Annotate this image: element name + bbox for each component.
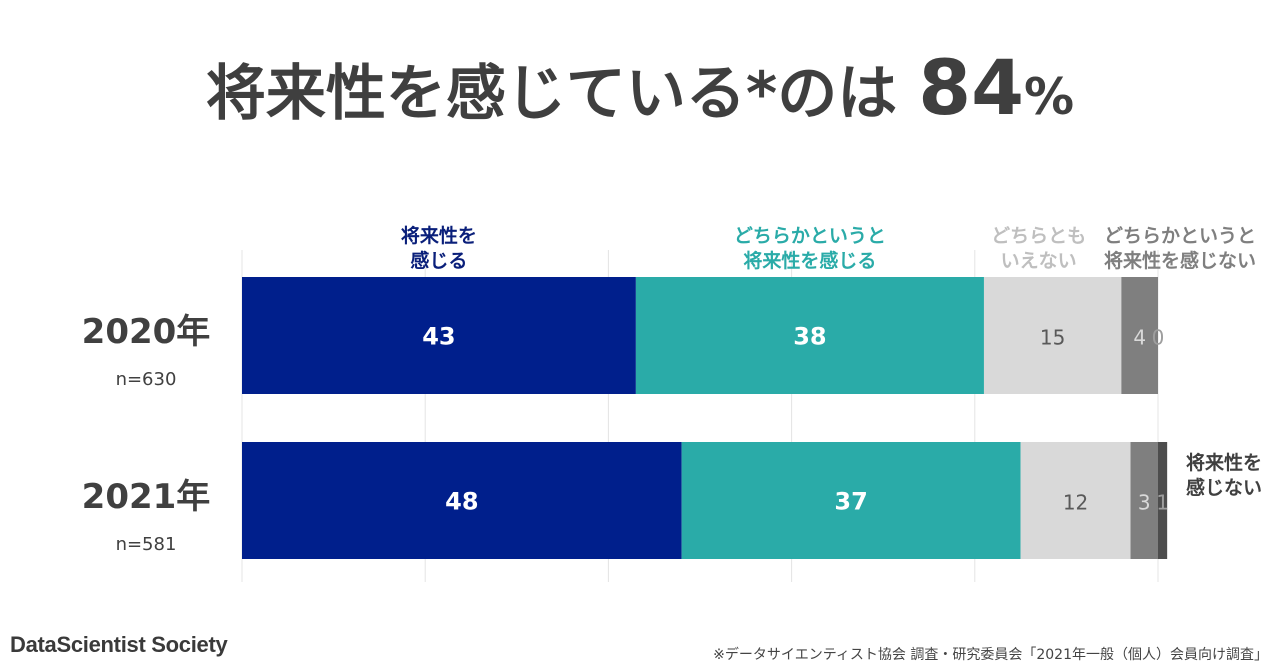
category-label: 2021年 — [82, 477, 211, 517]
source-note: ※データサイエンティスト協会 調査・研究委員会「2021年一般（個人）会員向け調… — [713, 647, 1268, 663]
data-label: 4 — [1133, 326, 1146, 350]
bar-segment — [242, 277, 636, 394]
bar-segment — [242, 442, 682, 559]
legend-label: どちらとも — [991, 225, 1086, 247]
data-label: 3 — [1138, 491, 1151, 515]
data-label: 43 — [422, 323, 455, 351]
legend-label: 将来性を感じない — [1104, 249, 1256, 272]
legend-label: どちらかというと — [1104, 225, 1256, 247]
category-label: 2020年 — [82, 312, 211, 352]
data-label: 15 — [1040, 326, 1065, 350]
brand-logo-text: DataScientist Society — [10, 632, 228, 657]
data-label: 48 — [445, 488, 478, 516]
legend-label: 将来性を感じる — [743, 249, 876, 272]
data-label: 38 — [793, 323, 826, 351]
bar-segment — [1020, 442, 1131, 559]
bar-segment — [681, 442, 1021, 559]
sample-size-label: n=630 — [116, 369, 177, 390]
legend-label: いえない — [1001, 250, 1077, 272]
headline-unit: % — [1023, 68, 1075, 126]
legend-label: 将来性を — [1186, 451, 1262, 474]
headline-text: 将来性を感じている*のは — [205, 59, 898, 129]
headline-value: 84 — [918, 43, 1024, 132]
data-label: 37 — [834, 488, 867, 516]
legend-label: 感じない — [1186, 476, 1262, 499]
data-label: 12 — [1063, 491, 1088, 515]
bar-segment — [635, 277, 984, 394]
stacked-bar-chart: 43 38 15 4 0 2020年 n=630 48 37 12 3 1 2021年 n=581 将来性を… — [82, 224, 1262, 582]
legend-label: 感じる — [410, 249, 467, 272]
sample-size-label: n=581 — [116, 534, 177, 555]
data-label: 1 — [1156, 491, 1169, 515]
headline: 将来性を感じている*のは 84% — [0, 48, 1280, 137]
bar-segment — [1121, 277, 1158, 394]
legend-label: どちらかというと — [734, 225, 886, 247]
bar-segment — [1130, 442, 1158, 559]
bar-segment — [983, 277, 1122, 394]
data-label: 0 — [1152, 326, 1165, 350]
bar-segment — [1158, 442, 1168, 559]
legend-label: 将来性を — [401, 224, 477, 247]
